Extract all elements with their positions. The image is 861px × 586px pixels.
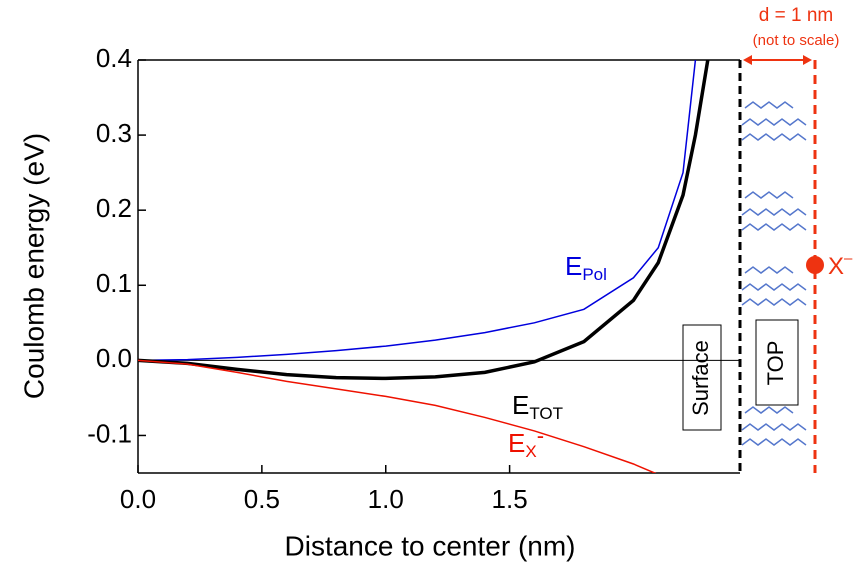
surface-box [682,324,722,431]
y-tick-label: 0.4 [96,43,132,73]
series-label: EX- [508,423,544,462]
series-name: E [565,251,582,281]
scale-note: (not to scale) [753,32,840,49]
series-label: ETOT [512,390,563,424]
y-tick-label: 0.2 [96,193,132,223]
exciton-dot [806,256,824,274]
exciton-sup: – [844,250,853,267]
series-name: E [512,390,529,420]
series-sup: - [537,423,544,448]
series-sub: X [525,442,536,461]
top-label: TOP [763,341,788,386]
series-sub: TOT [529,404,563,423]
series-name: E [508,428,525,458]
x-tick-label: 0.0 [120,484,156,514]
y-tick-label: 0.0 [96,343,132,373]
x-tick-label: 1.5 [492,484,528,514]
series-label: EPol [565,251,607,285]
y-axis-label: Coulomb energy (eV) [18,133,49,399]
x-tick-label: 1.0 [368,484,404,514]
series-sub: Pol [582,265,607,284]
plot-area [138,60,710,473]
x-tick-label: 0.5 [244,484,280,514]
y-tick-label: -0.1 [87,418,132,448]
top-box [755,319,799,406]
x-axis-label: Distance to center (nm) [285,530,576,561]
exciton-label: X– [828,250,853,280]
distance-label: d = 1 nm [759,5,833,26]
series-line [138,359,657,473]
series-line [138,60,697,362]
series-line [138,60,710,381]
surface-label: Surface [688,340,713,416]
y-tick-label: 0.1 [96,268,132,298]
exciton-text: X [828,253,844,280]
y-tick-label: 0.3 [96,118,132,148]
ligands [741,101,807,446]
